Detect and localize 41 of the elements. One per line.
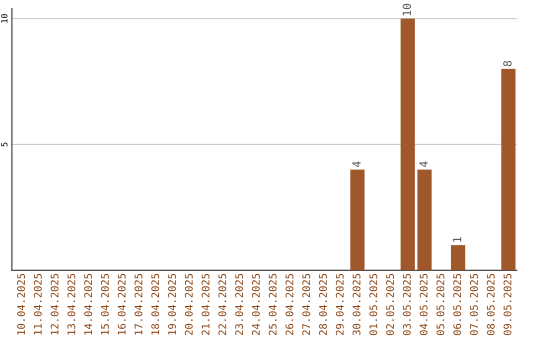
data-label: 1 — [453, 237, 462, 242]
x-tick-label: 13.04.2025 — [67, 274, 76, 335]
x-tick-label: 23.04.2025 — [235, 274, 244, 336]
bar — [417, 170, 432, 270]
bar — [400, 18, 415, 270]
x-tick-label: 26.04.2025 — [286, 274, 294, 336]
x-tick-label: 07.05.2025 — [470, 274, 478, 336]
x-tick-label: 16.04.2025 — [118, 274, 126, 335]
x-tick-label: 12.04.2025 — [50, 274, 59, 335]
x-tick-label: 03.05.2025 — [402, 274, 411, 336]
x-tick-label: 15.04.2025 — [100, 274, 109, 335]
x-tick-label: 08.05.2025 — [486, 274, 495, 336]
x-tick-label: 10.04.2025 — [17, 274, 25, 335]
bar — [501, 68, 516, 270]
x-tick-label: 09.05.2025 — [504, 274, 512, 336]
x-tick-label: 22.04.2025 — [218, 274, 226, 336]
y-tick-label: 5 — [1, 142, 8, 146]
x-tick-label: 14.04.2025 — [84, 274, 92, 335]
x-tick-label: 04.05.2025 — [420, 274, 428, 336]
data-label: 8 — [503, 60, 512, 66]
x-tick-label: 28.04.2025 — [319, 274, 327, 336]
x-tick-label: 19.04.2025 — [168, 274, 176, 335]
x-tick-label: 17.04.2025 — [134, 274, 142, 335]
x-tick-label: 11.04.2025 — [34, 274, 42, 335]
x-tick-label: 20.04.2025 — [184, 274, 193, 336]
data-label: 10 — [402, 4, 411, 16]
x-tick-label: 02.05.2025 — [386, 274, 394, 336]
x-tick-label: 27.04.2025 — [302, 274, 310, 336]
bar — [350, 170, 365, 270]
x-tick-label: 05.05.2025 — [436, 274, 444, 336]
x-tick-label: 01.05.2025 — [369, 274, 378, 336]
bar — [450, 245, 466, 270]
x-tick-label: 25.04.2025 — [268, 274, 277, 336]
data-label: 4 — [352, 161, 361, 168]
x-tick-label: 06.05.2025 — [453, 274, 462, 336]
x-tick-label: 24.04.2025 — [252, 274, 260, 336]
x-tick-label: 29.04.2025 — [336, 274, 344, 336]
x-tick-label: 30.04.2025 — [352, 274, 360, 336]
x-tick-label: 21.04.2025 — [202, 274, 210, 336]
x-tick-label: 18.04.2025 — [151, 274, 160, 335]
data-label: 4 — [420, 161, 428, 168]
